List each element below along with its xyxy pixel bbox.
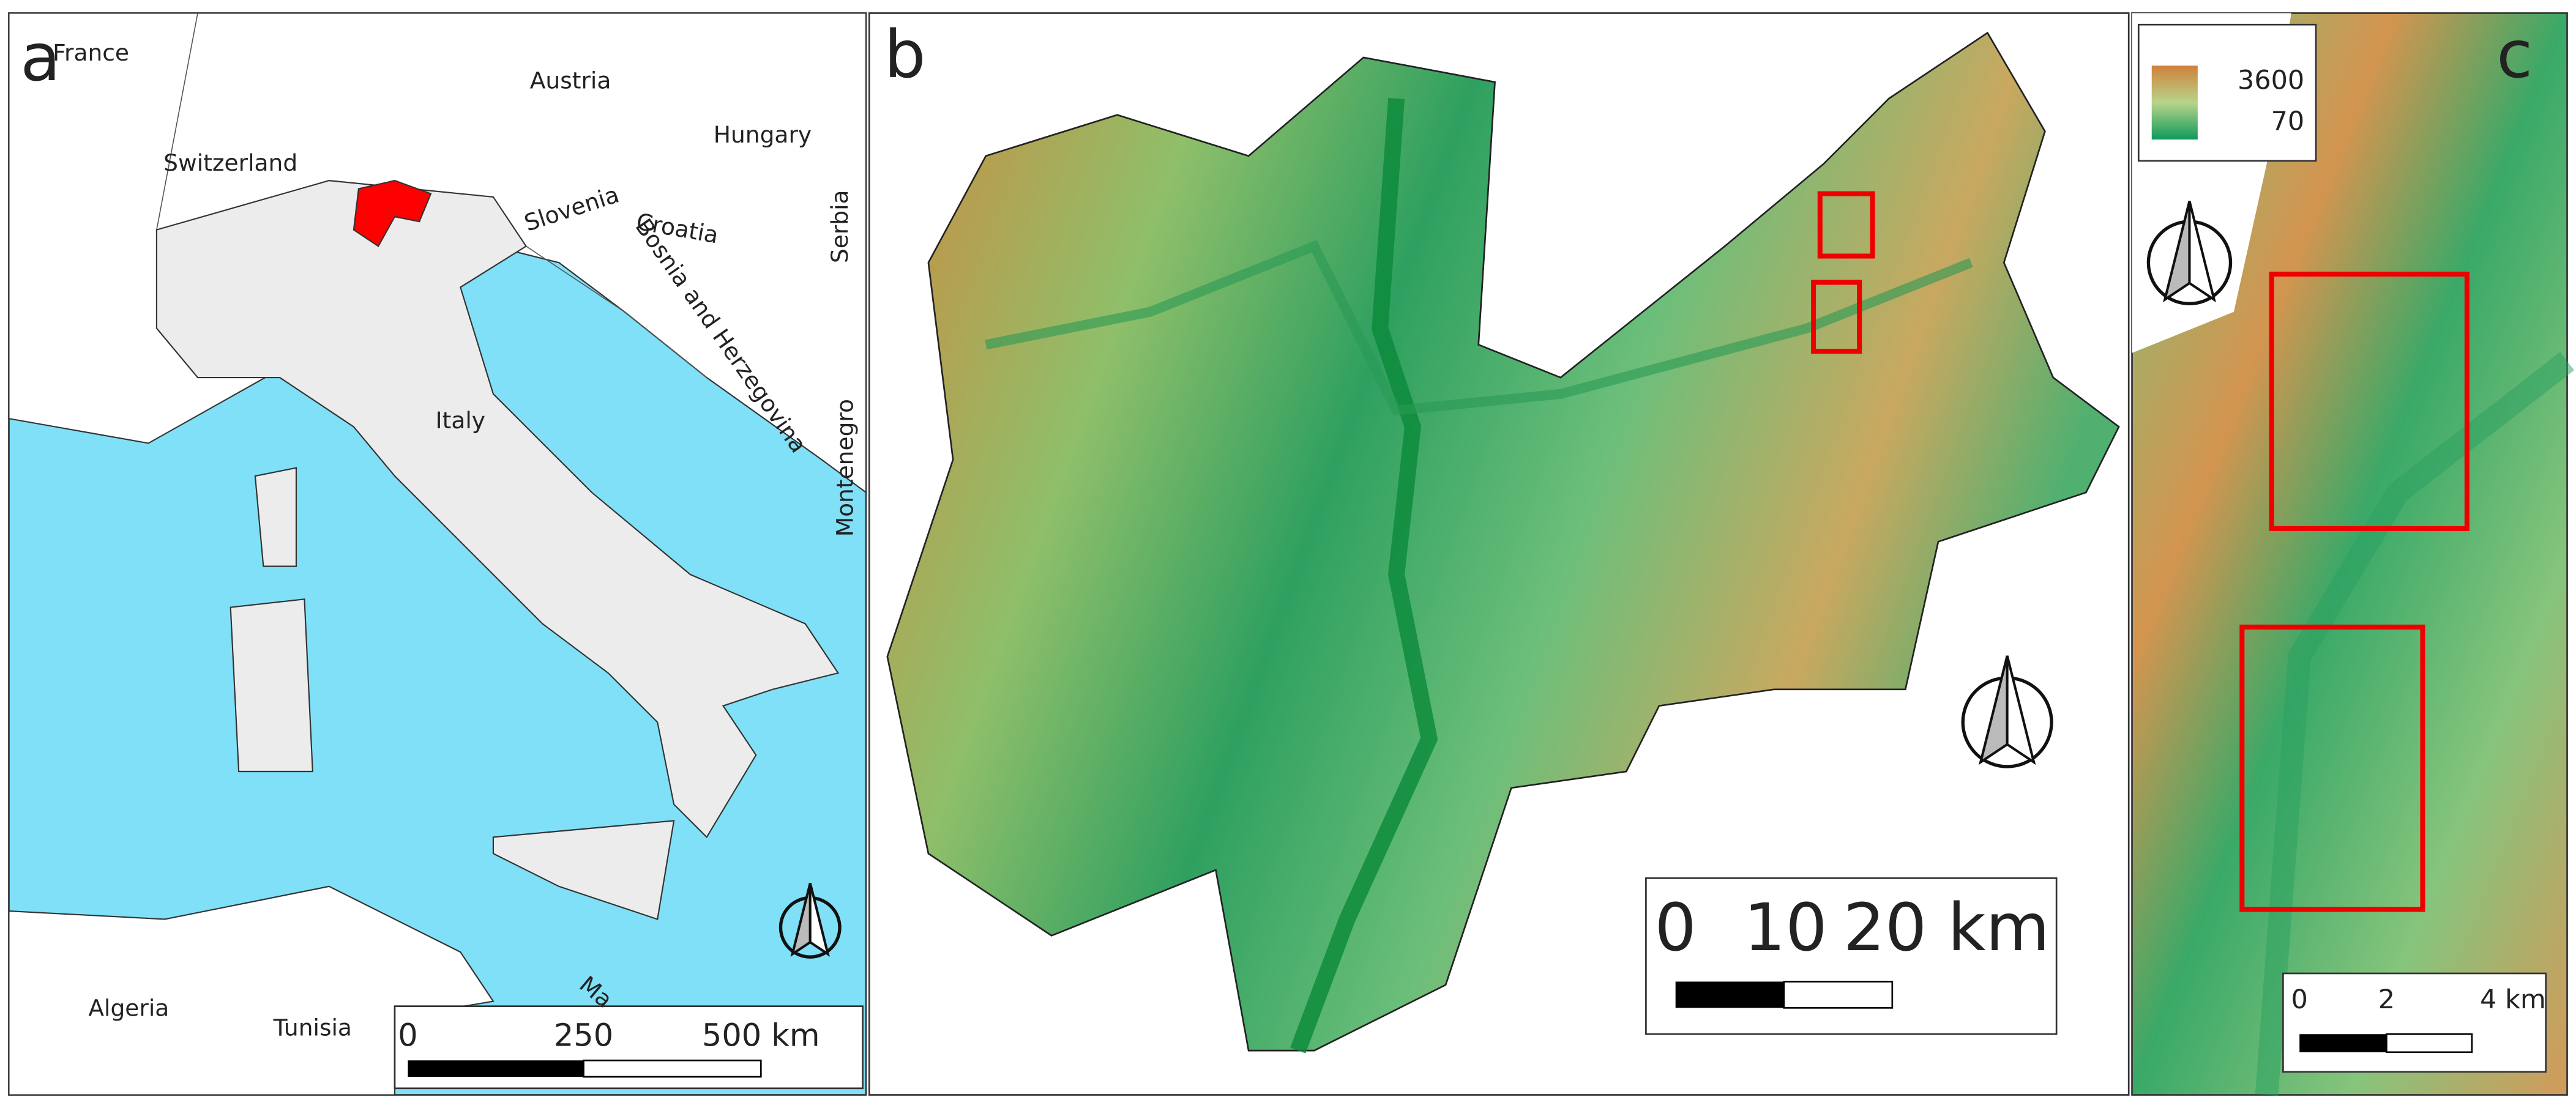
country-label: Serbia xyxy=(826,190,853,263)
country-label: Montenegro xyxy=(831,399,858,537)
scale-bar xyxy=(408,1060,584,1077)
country-label: Hungary xyxy=(714,121,812,148)
study-area xyxy=(353,180,432,247)
compass-arrow xyxy=(2188,201,2216,303)
compasses xyxy=(778,201,2233,959)
inset-box xyxy=(1817,191,1875,259)
scale-bar xyxy=(2386,1033,2473,1054)
land xyxy=(8,885,495,1096)
country-label: Austria xyxy=(530,67,611,94)
corsica xyxy=(254,467,297,567)
country-label: Tunisia xyxy=(273,1014,352,1041)
scale-bar xyxy=(1675,981,1784,1008)
scale-bar xyxy=(583,1059,762,1078)
sicily xyxy=(492,820,675,920)
scale-label: 500 km xyxy=(702,1018,820,1054)
scale-bar xyxy=(2299,1034,2387,1052)
compass-arrow xyxy=(2006,655,2036,765)
panel-label: c xyxy=(2496,17,2533,93)
country-label: Italy xyxy=(436,407,485,434)
sardinia xyxy=(230,598,313,773)
legend-label: 70 xyxy=(2271,106,2305,137)
valley xyxy=(1290,98,1438,1054)
country-label: Switzerland xyxy=(163,149,297,176)
panel-label: b xyxy=(884,17,925,93)
scale-label: 10 xyxy=(1744,890,1827,966)
scale-label: 4 km xyxy=(2480,984,2546,1015)
inset-box xyxy=(2269,272,2470,531)
scale-label: 0 xyxy=(398,1018,417,1054)
legend-ramp xyxy=(2151,65,2198,140)
scale-label: 2 xyxy=(2378,984,2395,1015)
valley xyxy=(985,240,1973,416)
country-label: France xyxy=(53,39,129,66)
scale-label: 0 xyxy=(2291,984,2308,1015)
country-label: Algeria xyxy=(88,995,169,1022)
scale-bar xyxy=(1783,981,1894,1009)
scale-box xyxy=(2282,972,2547,1073)
inset-box xyxy=(1811,280,1862,354)
panel-label: a xyxy=(20,20,61,96)
scale-label: 0 xyxy=(1655,890,1697,966)
valley xyxy=(2255,352,2575,1096)
scale-label: 20 km xyxy=(1843,890,2050,966)
italy xyxy=(155,180,840,839)
compass-arrow xyxy=(808,882,830,957)
scale-label: 250 xyxy=(554,1018,613,1054)
legend-label: 3600 xyxy=(2238,65,2304,96)
inset-box xyxy=(2239,624,2425,912)
